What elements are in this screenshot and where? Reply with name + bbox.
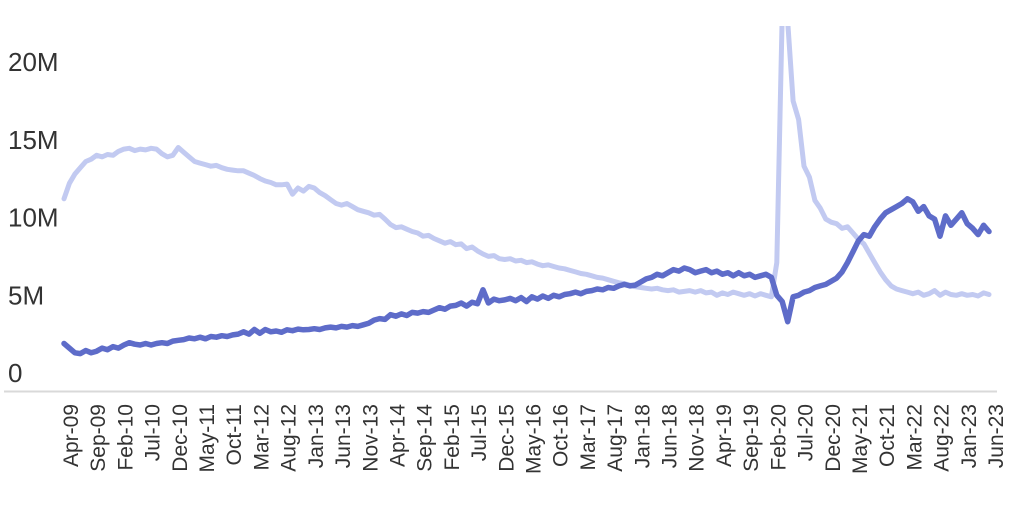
x-tick-label: Mar-22	[903, 404, 926, 471]
x-tick-label: Jun-18	[659, 404, 682, 468]
x-tick-label: Sep-14	[414, 404, 437, 472]
x-tick-label: Nov-13	[359, 404, 382, 472]
x-tick-label: May-21	[849, 404, 872, 474]
x-tick-label: Oct-21	[876, 404, 899, 467]
x-tick-label: Dec-15	[495, 404, 518, 472]
x-tick-label: Jan-18	[631, 404, 654, 468]
x-tick-label: Sep-19	[740, 404, 763, 472]
x-tick-label: Aug-22	[931, 404, 954, 472]
x-tick-label: Mar-12	[250, 404, 273, 471]
x-tick-label: May-16	[523, 404, 546, 474]
x-tick-label: Oct-11	[223, 404, 246, 465]
x-tick-label: Mar-17	[577, 404, 600, 471]
x-tick-label: Jan-23	[958, 404, 981, 468]
x-tick-label: Jul-15	[468, 404, 491, 461]
x-tick-label: Dec-20	[822, 404, 845, 472]
y-axis: 20M 15M 10M 5M 0	[8, 47, 59, 388]
x-tick-label: Apr-09	[60, 404, 83, 467]
x-tick-label: Feb-10	[114, 404, 137, 471]
x-tick-label: Jun-13	[332, 404, 355, 468]
x-tick-label: Apr-19	[713, 404, 736, 467]
x-tick-label: Feb-20	[767, 404, 790, 471]
x-tick-label: Aug-12	[278, 404, 301, 472]
x-tick-label: Apr-14	[387, 404, 410, 467]
x-tick-label: May-11	[196, 404, 219, 472]
series-line-dark	[61, 196, 992, 357]
x-tick-label: Oct-16	[550, 404, 573, 467]
x-tick-label: Nov-18	[686, 404, 709, 472]
y-tick-label: 20M	[8, 47, 59, 77]
x-tick-label: Jan-13	[305, 404, 328, 468]
x-tick-label: Jul-10	[142, 404, 165, 461]
x-tick-label: Feb-15	[441, 404, 464, 471]
x-tick-label: Jul-20	[795, 404, 818, 461]
y-tick-label: 5M	[8, 280, 44, 310]
y-tick-label: 15M	[8, 125, 59, 155]
x-tick-label: Aug-17	[604, 404, 627, 472]
plot-area	[61, 26, 992, 357]
x-axis: Apr-09 Sep-09 Feb-10 Jul-10 Dec-10 May-11 Oct-…	[60, 404, 1008, 474]
x-tick-label: Dec-10	[169, 404, 192, 472]
x-tick-label: Sep-09	[87, 404, 110, 472]
y-tick-label: 0	[8, 358, 22, 388]
y-tick-label: 10M	[8, 203, 59, 233]
series-line-light	[61, 26, 992, 300]
x-tick-label: Jun-23	[985, 404, 1008, 468]
